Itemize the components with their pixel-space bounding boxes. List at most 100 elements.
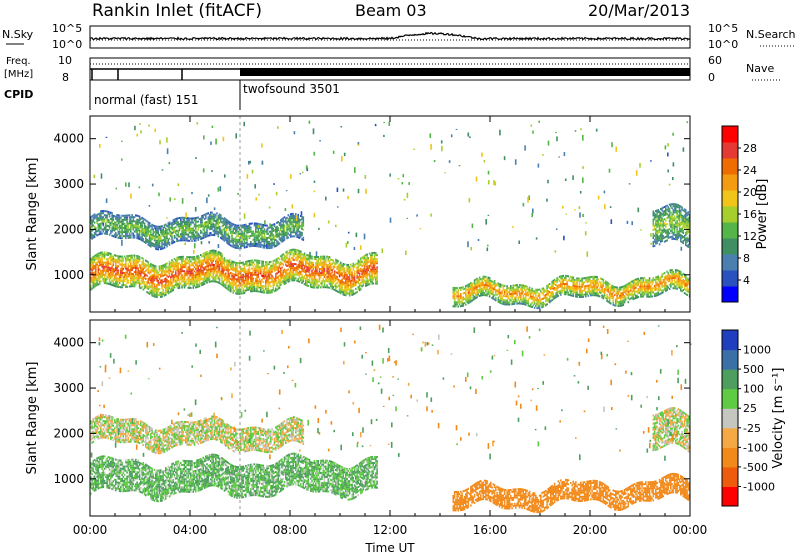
data-cell (187, 280, 190, 283)
data-cell (252, 242, 255, 245)
data-cell (231, 276, 233, 279)
data-cell (140, 287, 142, 290)
data-cell (322, 280, 325, 283)
data-cell (242, 234, 245, 237)
data-cell (221, 225, 223, 228)
data-cell (181, 268, 183, 271)
data-cell (295, 233, 297, 236)
data-cell (260, 241, 262, 244)
data-cell (116, 228, 118, 231)
data-cell (345, 280, 347, 282)
data-cell (155, 231, 157, 234)
data-cell (152, 293, 155, 295)
data-cell (278, 222, 281, 225)
data-cell (183, 276, 186, 279)
data-cell (100, 262, 102, 264)
data-cell (468, 301, 471, 304)
data-cell (146, 238, 148, 241)
data-cell (218, 215, 221, 218)
data-cell (252, 279, 255, 282)
data-cell (102, 220, 105, 223)
data-cell (343, 271, 346, 274)
data-cell (483, 292, 486, 294)
data-cell (370, 264, 372, 267)
data-cell (176, 279, 178, 282)
data-cell (191, 264, 193, 267)
data-cell (225, 278, 227, 281)
data-cell (285, 274, 287, 276)
data-cell (197, 238, 200, 241)
data-cell (226, 259, 228, 262)
data-cell (215, 226, 217, 229)
data-cell (231, 262, 233, 265)
data-cell (351, 271, 353, 274)
data-cell (137, 223, 140, 226)
data-cell (310, 273, 312, 276)
data-cell (187, 286, 190, 289)
data-cell (358, 264, 361, 267)
data-cell (240, 232, 242, 235)
data-cell (100, 232, 102, 235)
data-cell (201, 217, 203, 219)
data-cell (183, 260, 186, 262)
data-cell (110, 222, 112, 224)
data-cell (97, 277, 100, 280)
data-cell (292, 263, 295, 265)
data-cell (211, 259, 213, 262)
data-cell (272, 276, 275, 279)
data-cell (281, 262, 283, 265)
data-cell (280, 273, 282, 276)
data-cell (248, 224, 251, 227)
data-cell (218, 213, 221, 216)
data-cell (273, 229, 276, 232)
data-cell (215, 260, 217, 263)
data-cell (308, 273, 311, 276)
data-cell (360, 276, 362, 278)
data-cell (138, 233, 141, 236)
data-cell (291, 279, 293, 282)
data-cell (138, 229, 141, 232)
data-cell (202, 283, 205, 286)
data-cell (311, 261, 313, 264)
data-cell (317, 274, 320, 277)
nsearch-label: N.Search (746, 28, 796, 41)
data-cell (92, 260, 95, 263)
data-cell (133, 236, 136, 239)
data-cell (133, 216, 136, 219)
data-cell (291, 275, 293, 278)
data-cell (126, 235, 128, 237)
data-cell (100, 260, 102, 262)
data-cell (97, 269, 100, 272)
data-cell (273, 284, 276, 287)
data-cell (235, 244, 237, 247)
data-cell (296, 265, 298, 268)
data-cell (225, 268, 227, 271)
data-cell (483, 277, 486, 280)
data-cell (172, 278, 175, 281)
data-cell (291, 257, 293, 259)
data-cell (232, 267, 235, 270)
data-cell (276, 244, 278, 247)
data-cell (136, 231, 138, 233)
data-cell (198, 260, 201, 263)
data-cell (245, 283, 247, 286)
data-cell (213, 249, 216, 252)
data-cell (157, 236, 160, 238)
data-cell (338, 283, 341, 286)
data-cell (362, 261, 365, 264)
data-cell (212, 263, 215, 266)
data-cell (93, 255, 96, 257)
data-cell (120, 267, 122, 270)
data-cell (227, 270, 230, 273)
data-cell (228, 262, 231, 265)
data-cell (230, 288, 232, 291)
data-cell (292, 248, 295, 251)
data-cell (297, 213, 300, 216)
data-cell (228, 243, 231, 246)
data-cell (225, 218, 227, 221)
data-cell (237, 272, 240, 275)
data-cell (193, 223, 196, 226)
data-cell (341, 286, 343, 289)
data-cell (172, 266, 175, 269)
data-cell (357, 267, 360, 270)
